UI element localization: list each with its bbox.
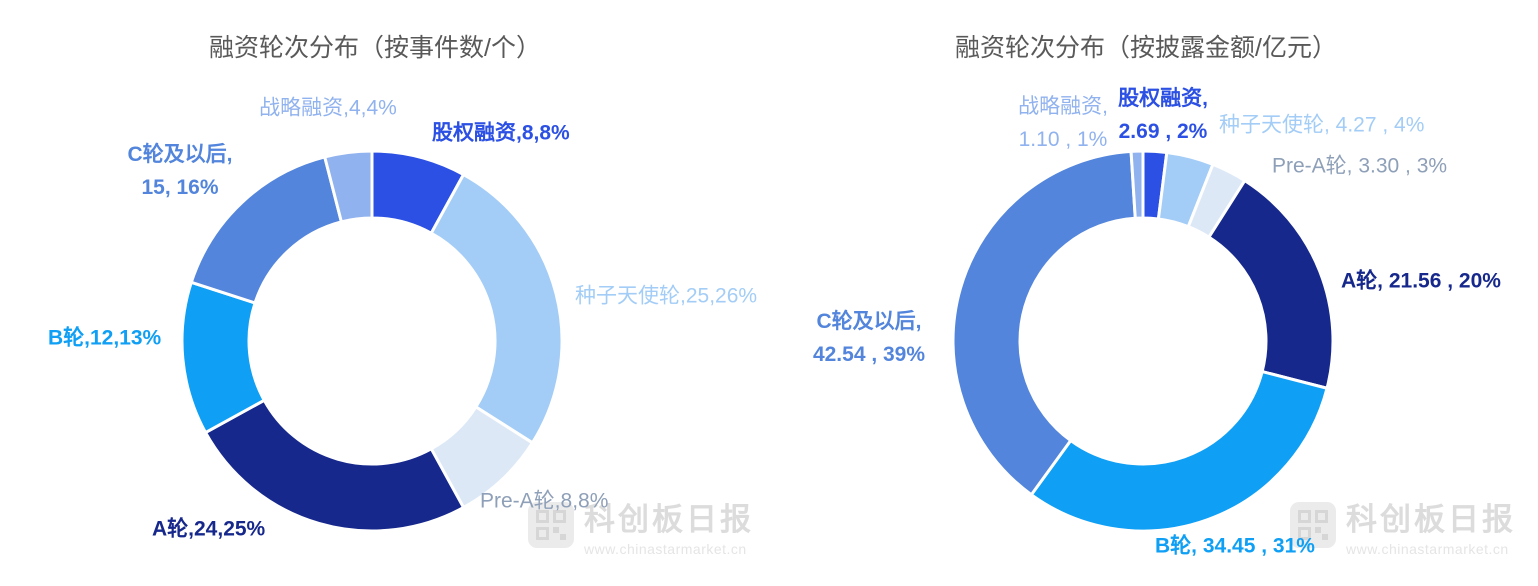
slice-label-1-3: A轮, 21.56 , 20%: [1341, 269, 1501, 293]
star-market-daily-logo-icon: [528, 502, 574, 548]
watermark-name: 科创板日报: [1346, 502, 1516, 537]
donut-slice-0-6: [323, 149, 374, 224]
donut-slice-1-5: [951, 149, 1137, 497]
watermark-url: www.chinastarmarket.cn: [1346, 541, 1509, 557]
watermark-text: 科创板日报 www.chinastarmarket.cn: [1346, 502, 1516, 557]
donut-slice-1-3: [1207, 179, 1335, 390]
donut-slice-0-1: [429, 173, 564, 445]
donut-chart-event-count: [180, 149, 564, 533]
watermark-url: www.chinastarmarket.cn: [584, 541, 747, 557]
slice-label-0-3: A轮,24,25%: [152, 517, 266, 541]
slice-label-1-0: 股权融资, 2.69 , 2%: [1118, 87, 1208, 143]
donut-chart-disclosed-amount: [951, 149, 1335, 533]
slice-label-1-5: C轮及以后, 42.54 , 39%: [812, 310, 926, 366]
slice-label-1-1: 种子天使轮, 4.27 , 4%: [1219, 113, 1425, 137]
slice-label-0-4: B轮,12,13%: [48, 326, 162, 350]
watermark: 科创板日报 www.chinastarmarket.cn: [1290, 502, 1516, 557]
donut-slice-1-4: [1029, 370, 1329, 533]
chart-panel-event-count: 融资轮次分布（按事件数/个） 科创板日报 www.chinastarma: [48, 34, 758, 557]
watermark-name: 科创板日报: [584, 502, 754, 537]
slice-label-0-5: C轮及以后, 15, 16%: [127, 143, 233, 199]
chart-title-event-count: 融资轮次分布（按事件数/个）: [209, 34, 541, 62]
chart-title-disclosed-amount: 融资轮次分布（按披露金额/亿元）: [955, 34, 1337, 62]
slice-label-0-0: 股权融资,8,8%: [432, 121, 570, 145]
slice-label-0-6: 战略融资,4,4%: [259, 96, 397, 120]
slice-label-1-4: B轮, 34.45 , 31%: [1155, 534, 1315, 558]
watermark-text: 科创板日报 www.chinastarmarket.cn: [584, 502, 754, 557]
slice-label-1-6: 战略融资, 1.10 , 1%: [1018, 95, 1108, 151]
watermark: 科创板日报 www.chinastarmarket.cn: [528, 502, 754, 557]
slice-label-1-2: Pre-A轮, 3.30 , 3%: [1272, 154, 1448, 178]
chart-panel-disclosed-amount: 融资轮次分布（按披露金额/亿元） 科创板日报 www.chinastar: [769, 0, 1538, 586]
donut-slice-1-6: [1129, 149, 1145, 220]
slice-label-0-2: Pre-A轮,8,8%: [480, 489, 609, 513]
star-market-daily-logo-icon: [1290, 502, 1336, 548]
slice-label-0-1: 种子天使轮,25,26%: [575, 284, 758, 308]
donut-slice-0-3: [204, 398, 466, 533]
